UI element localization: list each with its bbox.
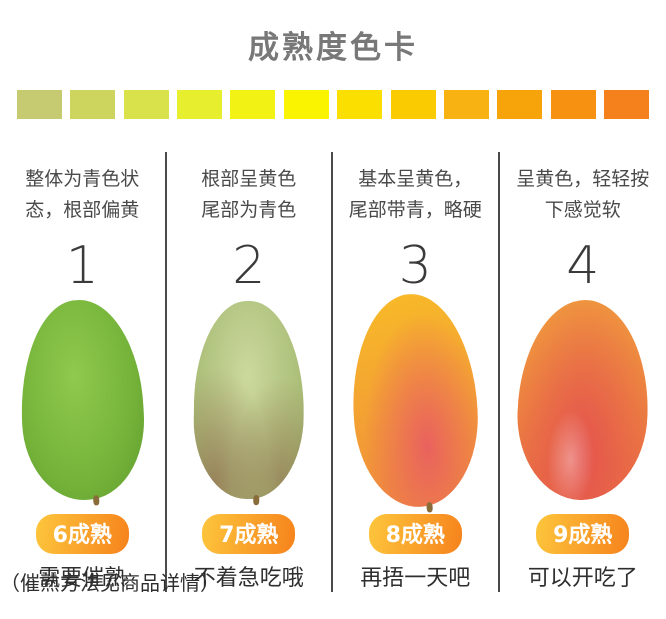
stage-number: 2 (232, 236, 266, 296)
color-swatch (283, 90, 329, 119)
mango-stem (252, 495, 259, 506)
mango-body (16, 296, 149, 504)
description-line-1: 根部呈黄色 (201, 168, 297, 190)
ripeness-advice: 需要催熟 (38, 566, 127, 591)
ripeness-column-2: 根部呈黄色 尾部为青色 2 7成熟 不着急吃哦 (167, 152, 333, 592)
color-swatch (123, 90, 169, 119)
mango-body (192, 300, 306, 500)
description-line-1: 呈黄色，轻轻按 (516, 168, 650, 190)
pale-green-mango-image (192, 300, 306, 506)
ripeness-badge: 9成熟 (536, 514, 630, 554)
description-line-1: 整体为青色状 (25, 168, 140, 190)
ripeness-advice: 可以开吃了 (527, 566, 638, 591)
mango-body (514, 297, 652, 503)
color-swatch (177, 90, 223, 119)
mango-photo-box (500, 294, 666, 506)
red-ripe-mango-image (514, 297, 652, 503)
stage-number: 4 (566, 236, 600, 296)
green-unripe-mango-image (16, 296, 149, 506)
color-swatch (337, 90, 383, 119)
ripeness-column-3: 基本呈黄色， 尾部带青，略硬 3 8成熟 再捂一天吧 (333, 152, 500, 592)
color-scale (17, 90, 649, 119)
mango-stem (93, 495, 100, 506)
mango-photo-box (167, 294, 332, 506)
ripeness-description: 基本呈黄色， 尾部带青，略硬 (333, 164, 498, 228)
color-swatch (550, 90, 596, 119)
ripeness-description: 整体为青色状 态，根部偏黄 (0, 164, 165, 228)
color-swatch (70, 90, 116, 119)
mango-photo-box (0, 294, 165, 506)
ripeness-columns: 整体为青色状 态，根部偏黄 1 6成熟 需要催熟 根部呈黄色 尾部为青色 2 (0, 152, 666, 592)
color-swatch (603, 90, 649, 119)
ripeness-column-4: 呈黄色，轻轻按 下感觉软 4 9成熟 可以开吃了 (500, 152, 666, 592)
description-line-2: 下感觉软 (544, 198, 621, 221)
ripeness-description: 呈黄色，轻轻按 下感觉软 (500, 164, 666, 228)
ripeness-badge: 6成熟 (35, 514, 129, 554)
color-swatch (443, 90, 489, 119)
color-swatch (390, 90, 436, 119)
ripeness-advice: 再捂一天吧 (360, 566, 471, 591)
footnote: （催熟方法见商品详情） (0, 571, 220, 595)
mango-photo-box (333, 290, 498, 513)
color-swatch (230, 90, 276, 119)
description-line-1: 基本呈黄色， (358, 168, 473, 190)
mango-body (347, 290, 483, 510)
color-swatch (17, 90, 62, 119)
ripeness-badge: 8成熟 (368, 514, 462, 554)
stage-number: 1 (65, 236, 99, 296)
description-line-2: 态，根部偏黄 (25, 198, 140, 221)
yellow-red-mango-image (347, 290, 483, 513)
ripeness-description: 根部呈黄色 尾部为青色 (167, 164, 332, 228)
ripeness-badge: 7成熟 (202, 514, 296, 554)
color-swatch (497, 90, 543, 119)
description-line-2: 尾部为青色 (201, 198, 297, 221)
stage-number: 3 (398, 236, 432, 296)
page-title: 成熟度色卡 (248, 30, 418, 66)
ripeness-advice: 不着急吃哦 (193, 566, 304, 591)
ripeness-column-1: 整体为青色状 态，根部偏黄 1 6成熟 需要催熟 (0, 152, 167, 592)
description-line-2: 尾部带青，略硬 (348, 198, 482, 221)
